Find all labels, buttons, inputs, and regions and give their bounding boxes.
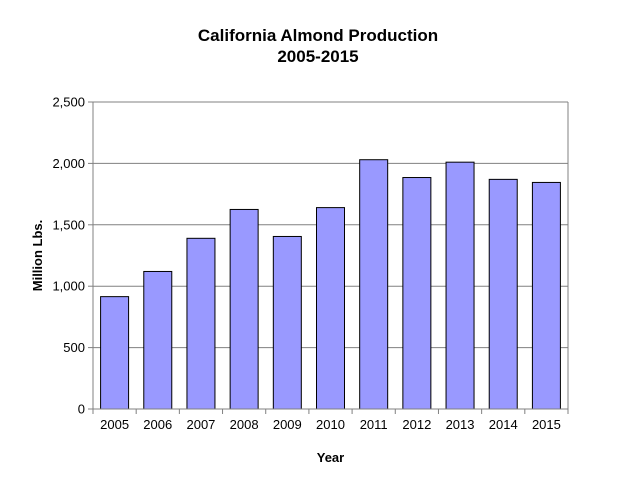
x-tick-label: 2007 (186, 417, 215, 432)
x-tick-label: 2008 (230, 417, 259, 432)
bar-2010 (316, 207, 345, 410)
bar-2011 (359, 159, 389, 410)
y-axis-ticks: 0 500 1,000 1,500 2,000 2,500 (52, 95, 85, 417)
x-tick-label: 2009 (273, 417, 302, 432)
bar-2009 (272, 235, 302, 410)
bar-2012 (402, 177, 432, 410)
y-tick-label: 2,000 (52, 156, 85, 171)
x-tick-label: 2014 (489, 417, 518, 432)
y-tick-label: 1,500 (52, 217, 85, 232)
x-tick-label: 2013 (446, 417, 475, 432)
x-axis-ticks: 2005 2006 2007 2008 2009 2010 2011 2012 2013 2014… (92, 409, 569, 432)
bar-2005 (100, 296, 130, 410)
bar-2006 (143, 270, 173, 410)
x-tick-label: 2012 (402, 417, 431, 432)
bar-2013 (445, 161, 475, 410)
x-axis-label: Year (317, 450, 344, 465)
x-tick-label: 2005 (100, 417, 129, 432)
y-tick-label: 500 (63, 340, 85, 355)
x-tick-label: 2006 (143, 417, 172, 432)
y-tick-label: 2,500 (52, 95, 85, 110)
chart-subtitle: 2005-2015 (277, 47, 359, 66)
x-tick-label: 2011 (360, 417, 388, 432)
chart-title: California Almond Production (197, 26, 439, 45)
bar-2014 (488, 178, 518, 410)
bars (100, 159, 561, 410)
x-tick-label: 2010 (316, 417, 345, 432)
y-tick-label: 0 (78, 402, 85, 417)
bar-2007 (186, 237, 216, 410)
y-tick-label: 1,000 (52, 279, 85, 294)
y-axis-label: Million Lbs. (30, 220, 45, 292)
bar-2015 (531, 181, 561, 410)
x-tick-label: 2015 (532, 417, 561, 432)
bar-2008 (229, 208, 259, 410)
